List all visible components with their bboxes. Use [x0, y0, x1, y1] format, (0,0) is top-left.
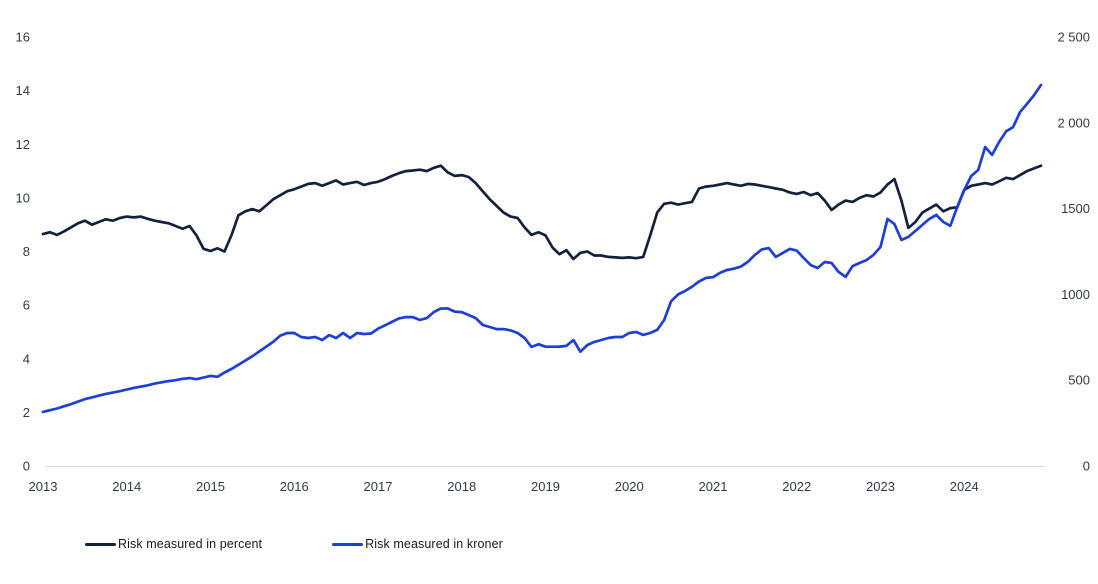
left-axis-tick: 2 [23, 405, 30, 420]
right-axis-tick: 1500 [1061, 201, 1090, 216]
legend-label-percent: Risk measured in percent [118, 537, 263, 551]
axis-layer: 16 14 12 10 8 6 4 2 0 2 500 2 000 1500 1000 500 0 2013 2… [16, 30, 1090, 495]
left-axis-tick: 0 [23, 459, 30, 474]
left-axis-tick: 6 [23, 298, 30, 313]
x-axis-tick: 2023 [866, 479, 895, 494]
left-axis-tick: 8 [23, 244, 30, 259]
chart-legend: Risk measured in percent Risk measured i… [0, 532, 1098, 556]
x-axis-tick: 2019 [531, 479, 560, 494]
right-axis-tick: 1000 [1061, 287, 1090, 302]
x-axis-tick: 2015 [196, 479, 225, 494]
legend-item-percent: Risk measured in percent [85, 537, 262, 551]
right-axis-tick: 0 [1083, 459, 1090, 474]
left-axis-tick: 12 [16, 137, 30, 152]
series-layer [41, 83, 1043, 414]
right-axis-tick: 2 500 [1057, 30, 1090, 45]
x-axis-tick: 2016 [280, 479, 309, 494]
left-axis-tick: 16 [16, 30, 30, 45]
percent-line-swatch [85, 542, 116, 546]
kroner-line-swatch [332, 542, 364, 546]
legend-label-kroner: Risk measured in kroner [365, 537, 503, 551]
right-axis-tick: 2 000 [1057, 115, 1090, 130]
percent-line [41, 164, 1043, 261]
x-axis-tick: 2014 [112, 479, 141, 494]
x-axis-tick: 2013 [29, 479, 58, 494]
left-axis-tick: 4 [23, 351, 30, 366]
x-axis-tick: 2020 [615, 479, 644, 494]
x-axis-tick: 2018 [447, 479, 476, 494]
x-axis-tick: 2024 [950, 479, 979, 494]
legend-item-kroner: Risk measured in kroner [332, 537, 503, 551]
x-axis-tick: 2021 [699, 479, 728, 494]
right-axis-tick: 500 [1068, 373, 1090, 388]
left-axis-tick: 10 [16, 190, 30, 205]
left-axis-tick: 14 [16, 83, 30, 98]
x-axis-tick: 2017 [364, 479, 393, 494]
kroner-line [41, 83, 1043, 414]
x-axis-tick: 2022 [782, 479, 811, 494]
